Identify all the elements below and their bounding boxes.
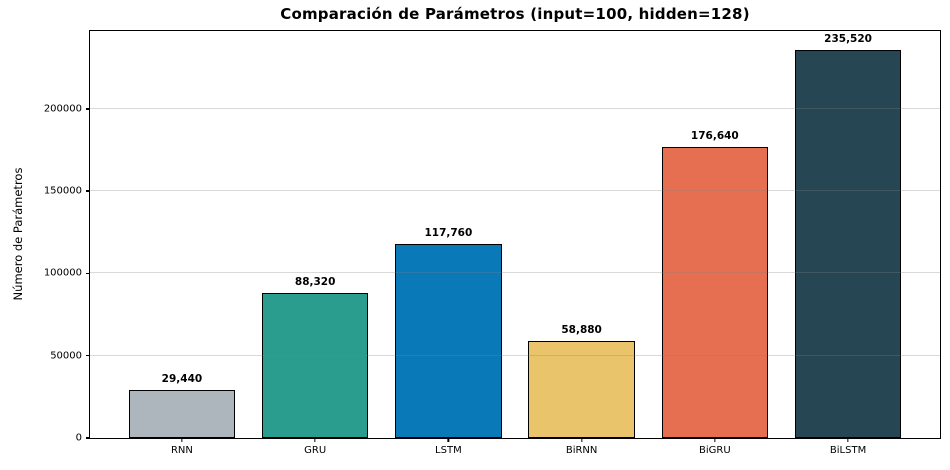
bar-bigru [661,147,769,438]
x-tick-label: LSTM [435,445,462,456]
bar-rnn [128,389,236,438]
bar-gru [261,292,369,438]
y-gridline [90,272,940,274]
y-gridline [90,190,940,192]
y-tick-label: 100000 [43,267,82,279]
y-tick-mark [86,190,90,192]
x-tick-label: BiRNN [565,445,598,456]
y-axis-label: Número de Parámetros [11,167,25,301]
y-tick-label: 200000 [43,103,82,115]
x-tick-label: BiLSTM [829,445,867,456]
x-tick-label: BiGRU [699,445,731,456]
x-tick-mark [447,438,450,442]
bar-value-label: 88,320 [294,275,336,288]
bar-value-label: 235,520 [824,33,872,46]
bar-value-label: 29,440 [161,372,203,385]
chart-title: Comparación de Parámetros (input=100, hi… [280,5,750,23]
y-gridline [90,107,940,109]
x-tick-mark [181,438,183,442]
x-tick-mark [314,438,316,442]
y-tick-label: 0 [75,432,82,444]
bar-bilstm [794,50,902,438]
y-gridline [90,354,940,356]
y-tick-label: 150000 [43,185,82,197]
x-tick-label: RNN [170,445,193,456]
y-tick-mark [86,437,90,439]
bar-value-label: 117,760 [424,227,473,240]
y-tick-label: 50000 [50,350,82,362]
x-tick-mark [580,438,583,442]
bar-value-label: 176,640 [690,130,739,143]
bar-value-label: 58,880 [561,324,602,337]
x-tick-mark [847,438,849,442]
y-tick-mark [86,108,90,110]
x-tick-label: GRU [304,445,327,456]
y-tick-mark [86,272,90,275]
plot-area: 0 50000 100000 150000 200000 29,440 RNN 88,320 G… [44,30,941,456]
bar-birnn [528,341,635,438]
bar-lstm [395,244,502,438]
x-tick-mark [714,438,716,442]
y-tick-mark [86,355,90,357]
